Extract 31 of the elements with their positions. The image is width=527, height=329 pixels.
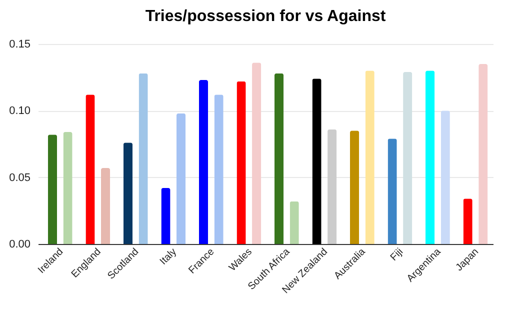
y-tick-label: 0.05 <box>9 172 30 184</box>
bar <box>86 94 95 244</box>
chart-title: Tries/possession for vs Against <box>145 8 386 25</box>
x-tick-label: Fiji <box>388 246 406 264</box>
bar <box>176 113 186 244</box>
y-tick-label: 0.10 <box>9 105 30 118</box>
y-tick-label: 0.15 <box>9 38 30 50</box>
bar <box>365 70 374 244</box>
bar <box>236 81 246 244</box>
bar <box>290 201 299 244</box>
bar <box>198 80 208 244</box>
bar <box>328 129 337 244</box>
bar <box>463 198 472 244</box>
bar <box>252 62 262 244</box>
bar <box>426 70 435 244</box>
bar <box>312 78 322 244</box>
bar <box>48 134 58 244</box>
bar <box>123 142 133 244</box>
bar <box>161 188 170 244</box>
bar <box>138 73 148 244</box>
bar <box>440 110 450 244</box>
bar <box>403 72 412 244</box>
y-tick-label: 0.00 <box>9 238 30 250</box>
bar <box>274 73 284 244</box>
bar <box>478 64 488 244</box>
bar <box>350 130 360 244</box>
bar <box>214 94 224 244</box>
bar <box>100 168 110 244</box>
x-tick-label: Italy <box>158 246 179 268</box>
bar <box>63 132 72 244</box>
bar <box>388 138 397 244</box>
